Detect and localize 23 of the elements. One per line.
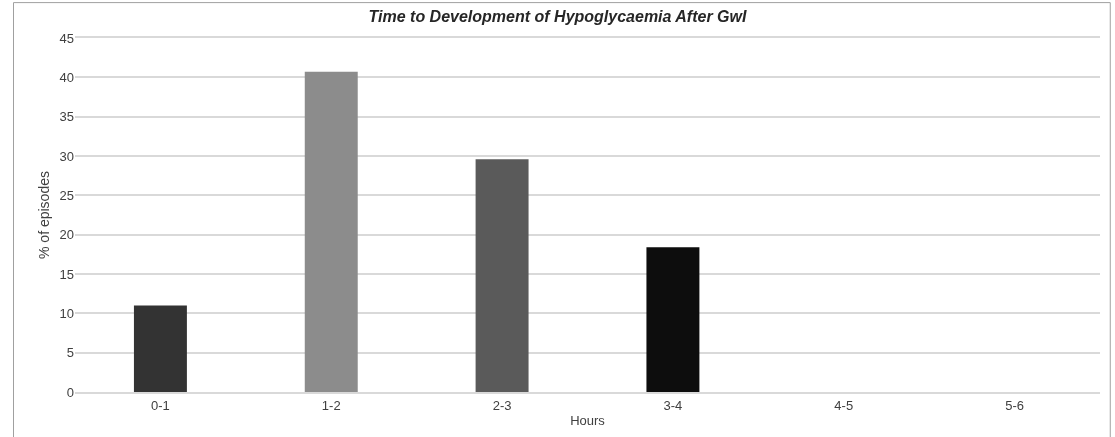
bar — [304, 71, 358, 392]
y-tick-label: 0 — [66, 384, 74, 400]
x-tick-label: 3-4 — [663, 397, 683, 413]
y-axis-title: % of episodes — [36, 171, 53, 259]
x-tick-label: 5-6 — [1005, 397, 1024, 413]
bar — [475, 159, 529, 392]
y-tick-label: 20 — [59, 227, 74, 243]
bar — [646, 247, 700, 392]
x-tick-label: 4-5 — [834, 397, 854, 413]
y-tick-label: 35 — [59, 109, 74, 125]
y-tick-label: 5 — [66, 345, 74, 361]
y-tick-label: 30 — [59, 148, 74, 164]
x-axis-title: Hours — [570, 412, 606, 428]
x-tick-label: 0-1 — [151, 397, 170, 413]
x-tick-label: 1-2 — [321, 397, 341, 413]
x-tick-label: 2-3 — [492, 397, 512, 413]
y-tick-label: 25 — [59, 187, 74, 203]
y-tick-label: 40 — [59, 69, 74, 85]
bar — [133, 305, 187, 392]
y-tick-label: 45 — [59, 30, 74, 46]
y-tick-label: 10 — [59, 305, 74, 321]
chart-title: Time to Development of Hypoglycaemia After GwI — [368, 8, 747, 26]
y-tick-label: 15 — [59, 266, 74, 282]
